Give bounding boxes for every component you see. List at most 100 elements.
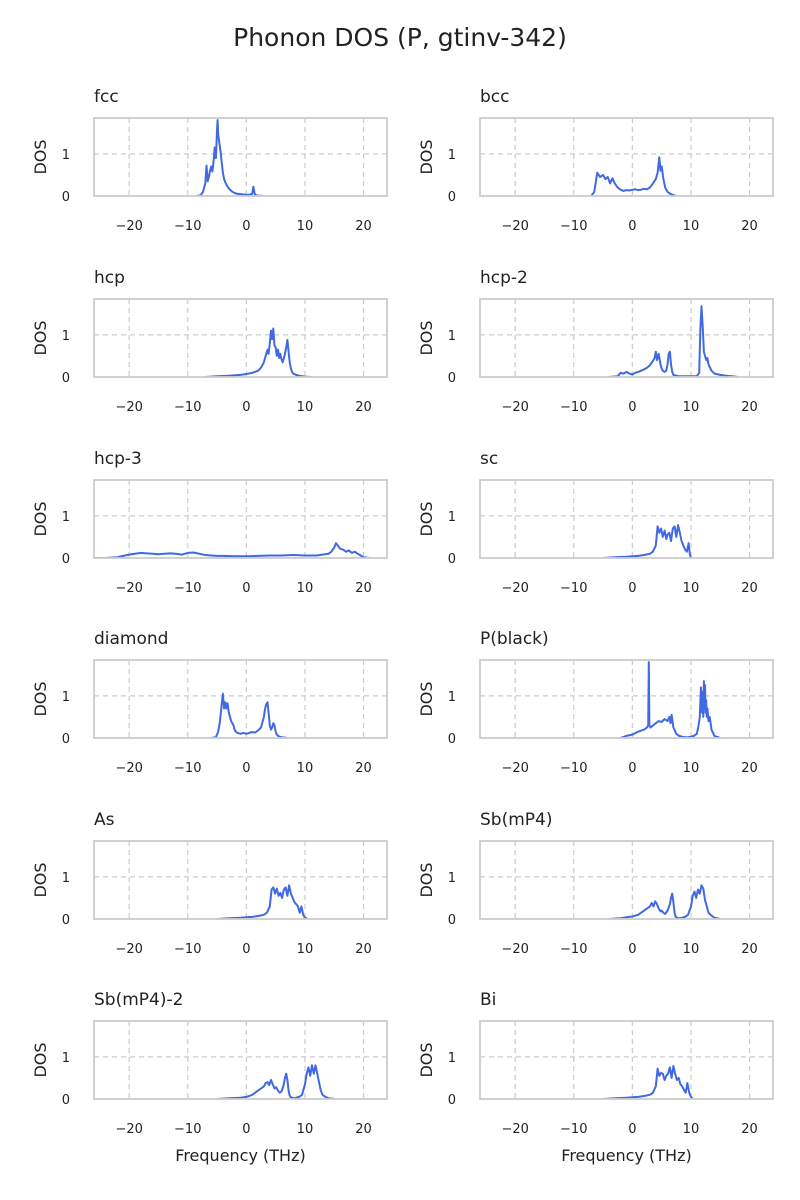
plot-frame bbox=[93, 479, 388, 559]
x-tick-label: −20 bbox=[115, 400, 142, 415]
panel-bcc: bcc 0 1 −20 −10 0 10 20 DOS bbox=[417, 87, 774, 234]
dos-series-line bbox=[603, 1065, 694, 1099]
y-tick-label: 1 bbox=[448, 690, 456, 705]
x-tick-label: 10 bbox=[297, 1122, 314, 1137]
x-tick-label: 0 bbox=[628, 761, 636, 776]
x-tick-label: 10 bbox=[683, 219, 700, 234]
x-tick-label: 0 bbox=[628, 1122, 636, 1137]
x-tick-label: 0 bbox=[628, 400, 636, 415]
x-tick-label: 20 bbox=[355, 761, 372, 776]
panel-title: hcp-3 bbox=[94, 449, 142, 469]
y-tick-label: 1 bbox=[448, 329, 456, 344]
dos-series-line bbox=[590, 156, 677, 196]
x-tick-label: 20 bbox=[355, 1122, 372, 1137]
y-axis-label: DOS bbox=[417, 1042, 436, 1077]
x-tick-label: −20 bbox=[501, 942, 528, 957]
y-axis-label: DOS bbox=[31, 320, 50, 355]
y-axis-label: DOS bbox=[417, 139, 436, 174]
plot-frame bbox=[93, 298, 388, 378]
y-tick-label: 0 bbox=[448, 913, 456, 928]
x-tick-label: −10 bbox=[560, 400, 587, 415]
y-tick-label: 0 bbox=[62, 190, 70, 205]
dos-series-line bbox=[620, 661, 721, 738]
x-axis-label: Frequency (THz) bbox=[561, 1146, 691, 1165]
y-axis-label: DOS bbox=[31, 1042, 50, 1077]
y-tick-label: 1 bbox=[448, 1051, 456, 1066]
y-tick-label: 0 bbox=[448, 190, 456, 205]
panel-title: P(black) bbox=[480, 629, 549, 649]
panel-p-black: P(black) 0 1 −20 −10 0 10 20 DOS bbox=[417, 629, 774, 776]
y-axis-label: DOS bbox=[417, 501, 436, 536]
x-tick-label: −10 bbox=[174, 942, 201, 957]
plot-frame bbox=[479, 659, 774, 739]
panel-title: fcc bbox=[94, 87, 119, 107]
x-tick-label: 10 bbox=[683, 581, 700, 596]
y-tick-label: 1 bbox=[62, 148, 70, 163]
x-tick-label: 20 bbox=[741, 942, 758, 957]
x-tick-label: 0 bbox=[242, 400, 250, 415]
x-tick-label: 10 bbox=[297, 400, 314, 415]
x-tick-label: −20 bbox=[501, 219, 528, 234]
plot-frame bbox=[479, 840, 774, 920]
x-tick-label: −20 bbox=[501, 1122, 528, 1137]
panel-title: diamond bbox=[94, 629, 168, 649]
y-tick-label: 1 bbox=[448, 510, 456, 525]
x-tick-label: −10 bbox=[174, 761, 201, 776]
x-tick-label: −20 bbox=[115, 942, 142, 957]
x-tick-label: −10 bbox=[174, 1122, 201, 1137]
dos-series-line bbox=[608, 884, 721, 919]
plot-frame bbox=[479, 479, 774, 559]
panel-title: Sb(mP4) bbox=[480, 810, 552, 830]
dos-series-line bbox=[217, 884, 309, 919]
plot-frame bbox=[93, 117, 388, 197]
y-tick-label: 1 bbox=[62, 690, 70, 705]
y-axis-label: DOS bbox=[417, 862, 436, 897]
x-tick-label: 0 bbox=[242, 581, 250, 596]
y-tick-label: 1 bbox=[62, 510, 70, 525]
panel-as: As 0 1 −20 −10 0 10 20 DOS bbox=[31, 810, 388, 957]
dos-series-line bbox=[196, 119, 264, 196]
y-axis-label: DOS bbox=[31, 862, 50, 897]
x-tick-label: −10 bbox=[560, 1122, 587, 1137]
panel-sb-mp4-2: Sb(mP4)-2 0 1 −20 −10 0 10 20 DOS Frequency (THz) bbox=[31, 990, 388, 1165]
y-tick-label: 0 bbox=[62, 913, 70, 928]
panel-diamond: diamond 0 1 −20 −10 0 10 20 DOS bbox=[31, 629, 388, 776]
x-tick-label: 20 bbox=[741, 761, 758, 776]
y-tick-label: 0 bbox=[62, 732, 70, 747]
x-tick-label: 20 bbox=[355, 942, 372, 957]
x-tick-label: 0 bbox=[628, 581, 636, 596]
x-tick-label: 20 bbox=[741, 400, 758, 415]
dos-series-line bbox=[608, 305, 738, 377]
panel-title: bcc bbox=[480, 87, 509, 107]
plot-frame bbox=[479, 1020, 774, 1100]
x-tick-label: 20 bbox=[355, 400, 372, 415]
x-axis-label: Frequency (THz) bbox=[175, 1146, 305, 1165]
y-tick-label: 0 bbox=[62, 552, 70, 567]
y-tick-label: 0 bbox=[62, 371, 70, 386]
x-tick-label: −20 bbox=[115, 581, 142, 596]
x-tick-label: −20 bbox=[115, 1122, 142, 1137]
figure-title: Phonon DOS (P, gtinv-342) bbox=[233, 23, 567, 52]
panel-title: As bbox=[94, 810, 115, 830]
x-tick-label: 0 bbox=[242, 761, 250, 776]
y-tick-label: 0 bbox=[448, 552, 456, 567]
panel-title: Bi bbox=[480, 990, 496, 1010]
panel-bi: Bi 0 1 −20 −10 0 10 20 DOS Frequency (THz) bbox=[417, 990, 774, 1165]
x-tick-label: 10 bbox=[297, 942, 314, 957]
x-tick-label: 0 bbox=[628, 219, 636, 234]
x-tick-label: 20 bbox=[741, 581, 758, 596]
x-tick-label: 0 bbox=[242, 942, 250, 957]
y-tick-label: 1 bbox=[448, 871, 456, 886]
plot-frame bbox=[93, 659, 388, 739]
y-axis-label: DOS bbox=[417, 681, 436, 716]
y-tick-label: 0 bbox=[448, 1093, 456, 1108]
x-tick-label: 10 bbox=[297, 219, 314, 234]
panel-sc: sc 0 1 −20 −10 0 10 20 DOS bbox=[417, 449, 774, 596]
x-tick-label: 10 bbox=[297, 581, 314, 596]
panel-title: Sb(mP4)-2 bbox=[94, 990, 183, 1010]
plot-frame bbox=[479, 117, 774, 197]
panel-fcc: fcc 0 1 −20 −10 0 10 20 DOS bbox=[31, 87, 388, 234]
panel-title: sc bbox=[480, 449, 498, 469]
